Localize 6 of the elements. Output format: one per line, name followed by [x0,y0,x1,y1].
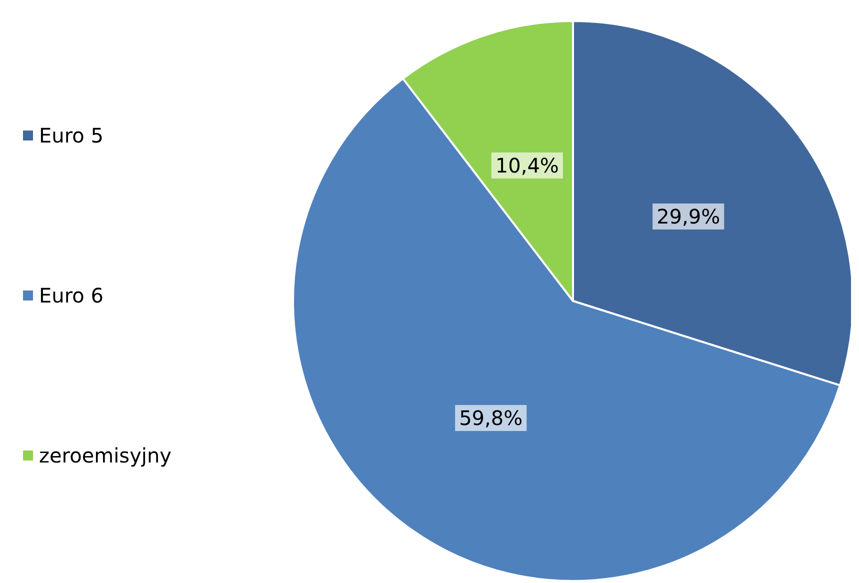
data-label: 10,4% [495,154,559,178]
legend-label: Euro 6 [39,284,104,308]
legend-label: Euro 5 [39,124,104,148]
data-label: 59,8% [459,406,523,430]
legend-label: zeroemisyjny [39,444,172,468]
data-label: 29,9% [656,204,720,228]
